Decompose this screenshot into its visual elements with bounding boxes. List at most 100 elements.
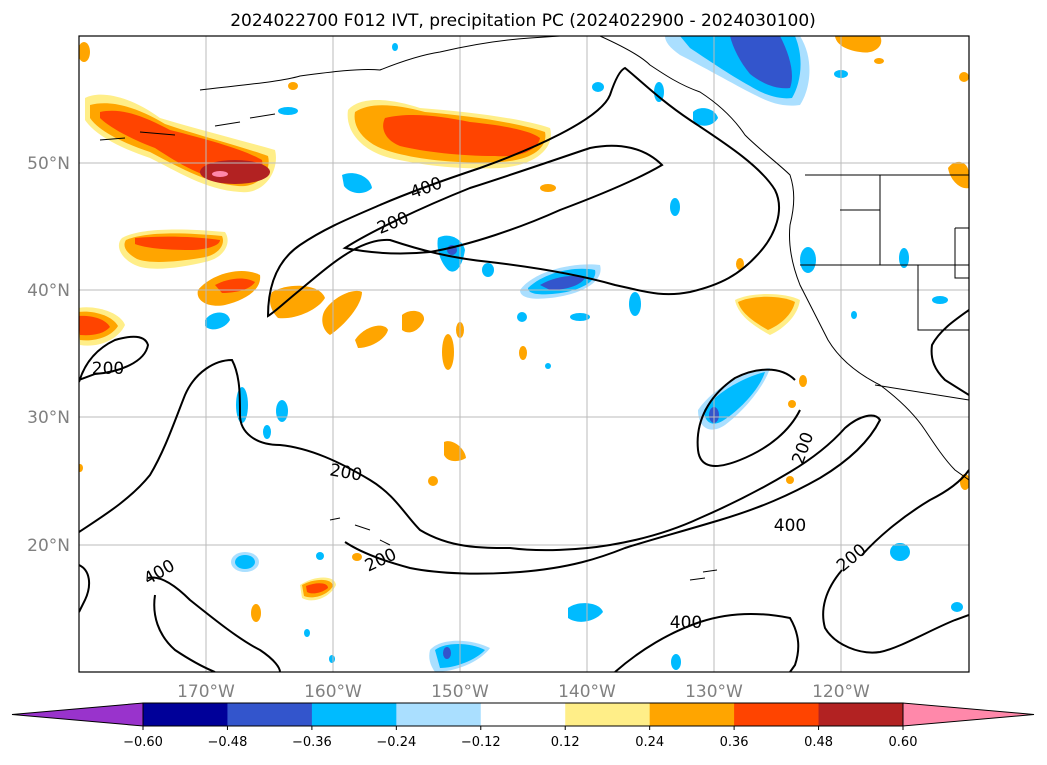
precip-region bbox=[736, 258, 744, 270]
colorbar: −0.60 −0.48 −0.36 −0.24 −0.12 0.12 0.24 0.36 0.4… bbox=[11, 702, 1035, 750]
lat-label: 50°N bbox=[27, 154, 70, 174]
precip-region bbox=[932, 296, 948, 304]
precip-region bbox=[951, 602, 963, 612]
precip-region bbox=[738, 296, 795, 330]
lon-label: 170°W bbox=[177, 682, 235, 702]
precip-region bbox=[704, 372, 765, 424]
precip-negative-regions bbox=[205, 36, 963, 672]
ivt-200-contour bbox=[79, 564, 91, 613]
colorbar-tick-label: 0.60 bbox=[889, 735, 918, 750]
precip-region bbox=[205, 312, 230, 330]
colorbar-swatch bbox=[227, 703, 313, 726]
colorbar-tick-label: −0.48 bbox=[208, 735, 248, 750]
precip-region bbox=[545, 363, 551, 369]
colorbar-tick-label: 0.12 bbox=[551, 735, 580, 750]
islands bbox=[689, 569, 718, 581]
precip-region bbox=[352, 553, 362, 561]
colorbar-swatch bbox=[734, 703, 820, 726]
hawaiian-islands bbox=[329, 517, 391, 546]
lat-label: 30°N bbox=[27, 408, 70, 428]
colorbar-tick-label: 0.48 bbox=[804, 735, 833, 750]
map-frame bbox=[78, 35, 970, 673]
precip-positive-regions bbox=[79, 36, 969, 622]
precip-region bbox=[251, 604, 261, 622]
ivt-200-contour bbox=[266, 66, 780, 318]
precip-region bbox=[800, 247, 816, 273]
precip-region bbox=[693, 108, 718, 126]
west-coast bbox=[599, 36, 969, 481]
colorbar-tick-label: −0.36 bbox=[292, 735, 332, 750]
precip-region bbox=[304, 629, 310, 637]
contour-label: 400 bbox=[670, 613, 702, 633]
precip-region bbox=[79, 42, 90, 62]
precip-region bbox=[278, 107, 298, 115]
precip-region bbox=[629, 292, 641, 316]
colorbar-swatch bbox=[396, 703, 482, 726]
precip-region bbox=[654, 82, 664, 102]
precip-region bbox=[236, 387, 248, 423]
precip-region bbox=[568, 603, 603, 622]
precip-region bbox=[874, 58, 884, 64]
precip-region bbox=[79, 315, 110, 336]
precip-region bbox=[402, 310, 425, 333]
precip-region bbox=[79, 464, 83, 472]
colorbar-swatch bbox=[311, 703, 397, 726]
precip-region bbox=[276, 400, 288, 422]
precip-region bbox=[517, 312, 527, 322]
precip-region bbox=[355, 325, 388, 348]
contour-label: 200 bbox=[92, 359, 124, 379]
precip-region bbox=[959, 72, 969, 82]
state-borders bbox=[840, 175, 969, 331]
precip-region bbox=[270, 285, 325, 319]
ivt-400-contour bbox=[147, 576, 281, 672]
gridlines bbox=[79, 36, 969, 672]
precip-region bbox=[592, 82, 604, 92]
precip-region bbox=[263, 425, 271, 439]
precip-region bbox=[851, 311, 857, 319]
precip-region bbox=[342, 173, 372, 194]
ivt-200-contour bbox=[696, 368, 801, 467]
colorbar-tick-label: −0.24 bbox=[376, 735, 416, 750]
precip-region bbox=[786, 476, 794, 484]
ivt-400-contour bbox=[153, 594, 216, 672]
lat-label: 40°N bbox=[27, 281, 70, 301]
precip-region bbox=[135, 236, 220, 250]
colorbar-frame bbox=[142, 702, 904, 727]
colorbar-swatch bbox=[818, 703, 904, 726]
precip-region bbox=[383, 115, 540, 157]
precip-region bbox=[200, 160, 270, 184]
precip-region bbox=[540, 184, 556, 192]
lon-label: 120°W bbox=[812, 682, 870, 702]
state-border bbox=[954, 227, 969, 279]
lon-label: 160°W bbox=[304, 682, 362, 702]
ivt-200-contour bbox=[79, 335, 150, 383]
precip-region bbox=[899, 248, 909, 268]
coastlines bbox=[99, 36, 969, 581]
precip-region bbox=[890, 543, 910, 561]
lon-label: 150°W bbox=[431, 682, 489, 702]
longitude-labels: 170°W 160°W 150°W 140°W 130°W 120°W bbox=[177, 682, 870, 702]
ivt-200-contour bbox=[822, 569, 969, 654]
colorbar-extend-low bbox=[11, 702, 144, 727]
precip-region bbox=[671, 654, 681, 670]
precip-region bbox=[392, 43, 398, 51]
precip-region bbox=[442, 334, 454, 370]
precip-region bbox=[799, 375, 807, 387]
colorbar-swatch bbox=[565, 703, 651, 726]
precip-region bbox=[670, 198, 680, 216]
precip-region bbox=[428, 476, 438, 486]
ivt-contours bbox=[79, 66, 969, 672]
precip-region bbox=[212, 171, 228, 177]
colorbar-tick-label: −0.12 bbox=[461, 735, 501, 750]
ivt-400-contour bbox=[342, 144, 664, 255]
colorbar-swatch bbox=[649, 703, 735, 726]
lon-label: 140°W bbox=[558, 682, 616, 702]
colorbar-swatch bbox=[480, 703, 566, 726]
mexico-border bbox=[874, 384, 969, 401]
colorbar-tick-label: 0.36 bbox=[720, 735, 749, 750]
precip-region bbox=[519, 346, 527, 360]
ivt-200-contour bbox=[79, 358, 882, 575]
precip-region bbox=[288, 82, 298, 90]
precip-region bbox=[443, 647, 451, 659]
precip-region bbox=[835, 36, 882, 53]
